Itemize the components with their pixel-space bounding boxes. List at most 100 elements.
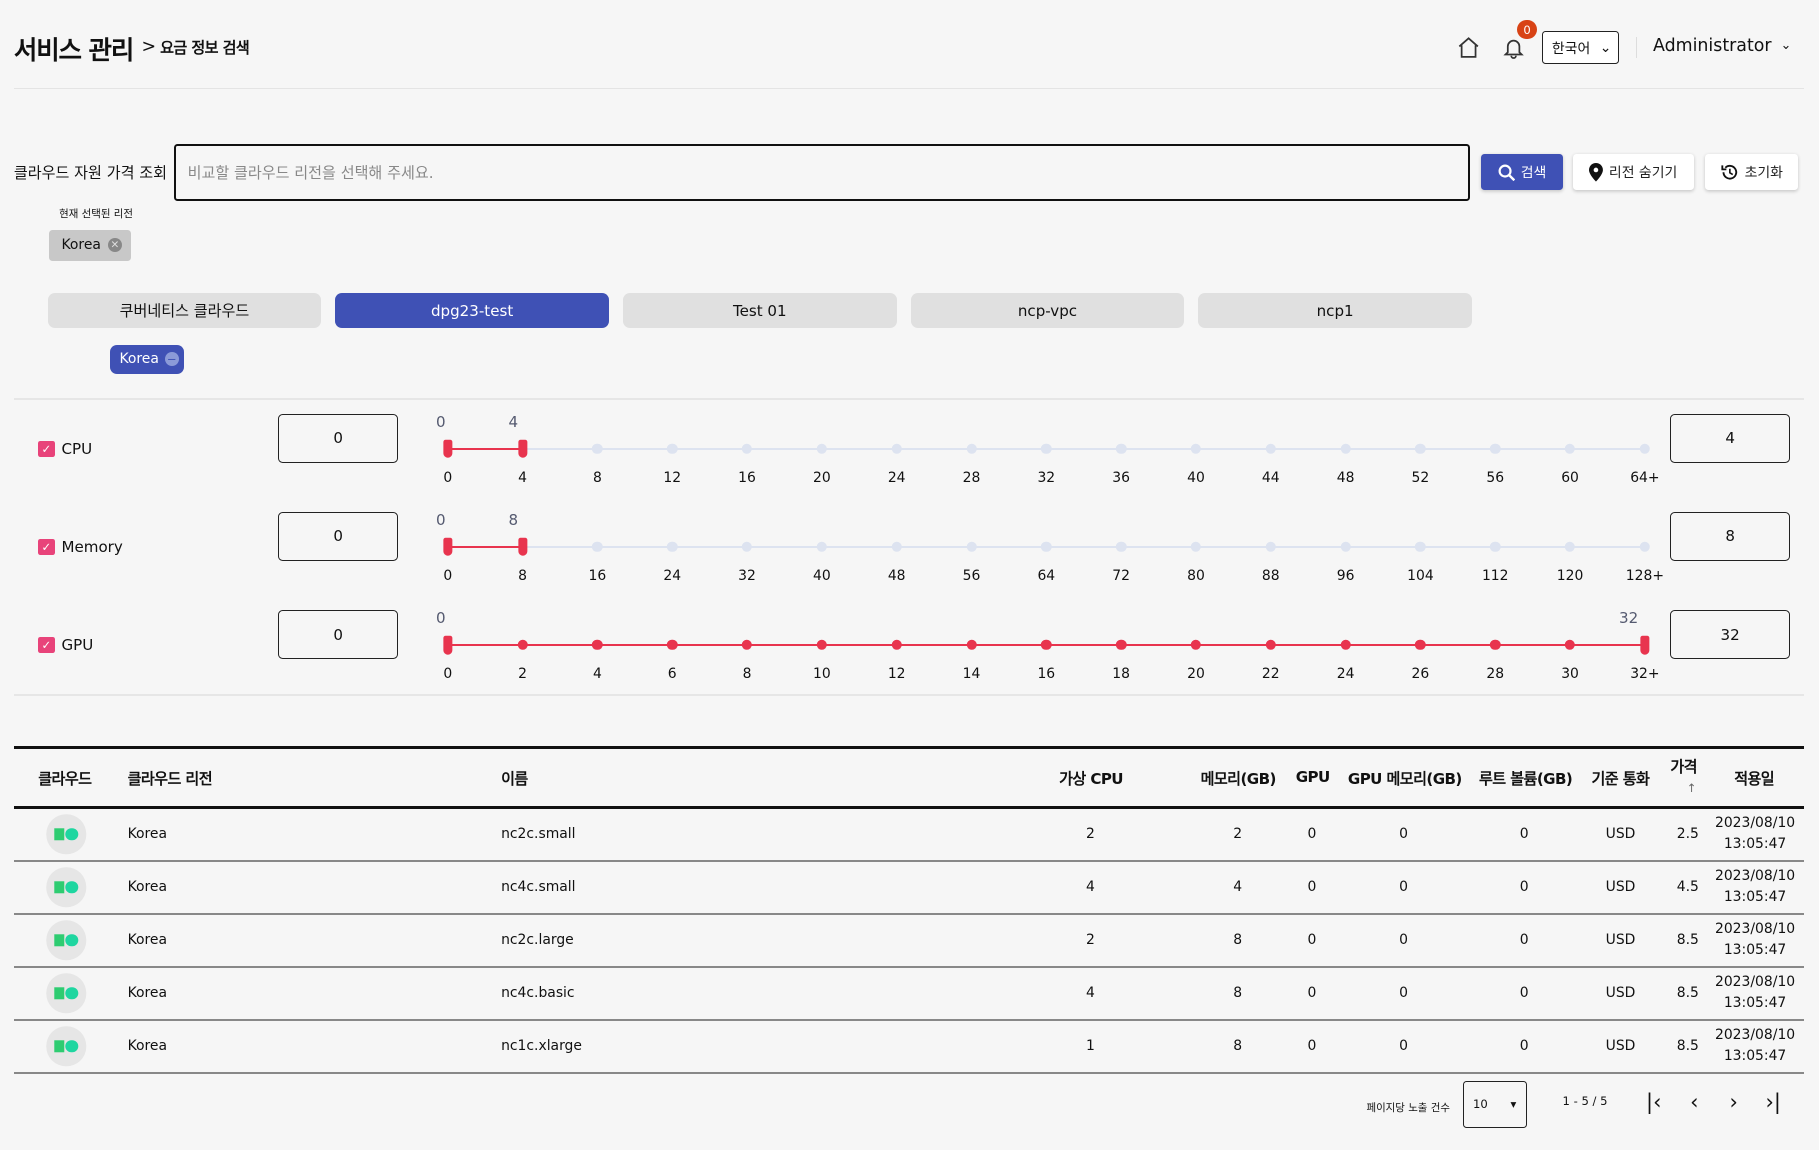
cell-currency: USD [1605, 826, 1636, 843]
cpu-checkbox[interactable]: ✓ [38, 440, 55, 458]
gpu-tick-label: 18 [1112, 665, 1130, 682]
logo-square [53, 827, 65, 841]
cpu-min-handle[interactable] [443, 439, 453, 459]
col-applied-date[interactable]: 적용일 [1734, 769, 1775, 788]
gpu-checkbox[interactable]: ✓ [38, 636, 55, 654]
table-row[interactable]: Korea nc4c.small 4 4 0 0 0 USD 4.5 2023/08/10 13:0… [13, 862, 1804, 915]
region-chip-label: Korea [119, 351, 159, 368]
reset-label: 초기화 [1744, 165, 1783, 182]
tab-ncp1[interactable]: ncp1 [1198, 293, 1473, 329]
language-select[interactable]: 한국어 ⌄ [1541, 31, 1620, 64]
tab-dpg23-test[interactable]: dpg23-test [335, 293, 609, 329]
memory-checkbox[interactable]: ✓ [38, 538, 55, 556]
cpu-tick-label: 0 [443, 469, 453, 486]
cpu-slider-step [1041, 443, 1052, 455]
divider [13, 397, 1804, 401]
tab-test-01[interactable]: Test 01 [622, 293, 897, 329]
prev-page-icon[interactable]: ‹ [1690, 1090, 1699, 1115]
memory-slider-step [1340, 541, 1351, 553]
memory-max-input[interactable]: 8 [1670, 512, 1790, 561]
gpu-min-input[interactable]: 0 [278, 610, 398, 659]
close-icon[interactable]: ✕ [107, 238, 122, 253]
search-label: 클라우드 자원 가격 조회 [13, 164, 168, 183]
cell-memory: 8 [1233, 1038, 1243, 1055]
cell-price: 2.5 [1676, 826, 1699, 843]
date: 2023/08/10 [1714, 974, 1796, 991]
cpu-slider-step [1490, 443, 1501, 455]
gpu-max-handle[interactable] [1640, 635, 1650, 655]
col-vcpu[interactable]: 가상 CPU [1059, 769, 1123, 788]
cpu-max-handle[interactable] [517, 439, 528, 459]
col-price[interactable]: 가격 [1670, 758, 1697, 777]
memory-slider-step [1041, 541, 1052, 553]
memory-slider-step [741, 541, 753, 553]
cell-gpu-memory: 0 [1399, 1038, 1409, 1055]
hide-regions-button[interactable]: 리전 숨기기 [1572, 154, 1694, 191]
memory-tick-label: 24 [663, 567, 682, 584]
gpu-min-handle[interactable] [443, 635, 453, 655]
cpu-slider-step [891, 443, 902, 455]
memory-min-handle[interactable] [443, 537, 453, 557]
memory-tick-label: 16 [588, 567, 607, 584]
cpu-tick-label: 16 [738, 469, 756, 486]
table-row[interactable]: Korea nc1c.xlarge 1 8 0 0 0 USD 8.5 2023/08/10 13:… [13, 1021, 1804, 1074]
search-icon [1498, 164, 1515, 181]
tab-ncp-vpc[interactable]: ncp-vpc [910, 293, 1185, 329]
sort-arrow-up-icon[interactable]: ↑ [1686, 780, 1697, 795]
divider [1635, 37, 1637, 58]
bell-icon[interactable] [1499, 32, 1529, 62]
minus-icon[interactable]: − [164, 352, 179, 366]
user-menu[interactable]: Administrator [1653, 35, 1772, 56]
table-row[interactable]: Korea nc2c.small 2 2 0 0 0 USD 2.5 2023/08/10 13:0… [13, 809, 1804, 862]
home-icon[interactable] [1453, 32, 1483, 62]
cpu-min-value: 0 [436, 412, 446, 431]
memory-tick-label: 72 [1112, 567, 1130, 584]
col-gpu-memory[interactable]: GPU 메모리(GB) [1347, 769, 1462, 788]
cell-currency: USD [1605, 879, 1636, 896]
gpu-slider-step [1490, 639, 1501, 651]
gpu-tick-label: 22 [1261, 665, 1280, 682]
search-button[interactable]: 검색 [1481, 154, 1563, 191]
next-page-icon[interactable]: › [1729, 1090, 1738, 1115]
cell-gpu: 0 [1307, 985, 1317, 1002]
cell-currency: USD [1605, 932, 1636, 949]
memory-min-value: 0 [436, 510, 446, 529]
last-page-icon[interactable]: ›| [1765, 1090, 1781, 1115]
reset-button[interactable]: 초기화 [1705, 154, 1798, 191]
memory-slider-step [1115, 541, 1127, 553]
cell-applied-date: 2023/08/10 13:05:47 [1715, 813, 1795, 855]
cpu-slider-step [1639, 443, 1651, 455]
gpu-max-input[interactable]: 32 [1670, 610, 1790, 659]
region-search-input[interactable]: 비교할 클라우드 리전을 선택해 주세요. [174, 143, 1470, 201]
memory-max-handle[interactable] [517, 537, 528, 557]
table-row[interactable]: Korea nc2c.large 2 8 0 0 0 USD 8.5 2023/08/10 13:0… [13, 915, 1804, 968]
col-root-volume[interactable]: 루트 볼륨(GB) [1479, 769, 1573, 788]
cpu-min-input[interactable]: 0 [278, 414, 398, 463]
gpu-tick-label: 0 [443, 665, 453, 682]
cpu-max-input[interactable]: 4 [1670, 414, 1790, 463]
cell-region: Korea [127, 826, 168, 843]
gpu-min-value: 0 [436, 609, 446, 627]
cell-region: Korea [127, 932, 168, 949]
cell-price: 8.5 [1676, 932, 1699, 949]
cloud-logo-icon [46, 814, 86, 854]
rows-per-page-select[interactable]: 10 ▾ [1462, 1081, 1527, 1128]
cell-currency: USD [1605, 985, 1636, 1002]
tab-kubernetes-cloud[interactable]: 쿠버네티스 클라우드 [47, 293, 322, 329]
cpu-slider-step [1415, 443, 1426, 455]
cpu-slider-step [816, 443, 828, 455]
col-memory[interactable]: 메모리(GB) [1200, 769, 1277, 788]
memory-slider-step [667, 541, 678, 553]
chevron-down-icon[interactable]: ⌄ [1780, 38, 1792, 54]
tab-region-chip[interactable]: Korea − [110, 344, 185, 374]
cell-name: nc2c.large [501, 932, 574, 949]
col-gpu[interactable]: GPU [1295, 767, 1331, 786]
gpu-slider-step [667, 639, 678, 651]
col-currency[interactable]: 기준 통화 [1591, 769, 1650, 788]
first-page-icon[interactable]: |‹ [1646, 1090, 1662, 1115]
table-row[interactable]: Korea nc4c.basic 4 8 0 0 0 USD 8.5 2023/08/10 13:0… [13, 968, 1804, 1021]
memory-slider-step [1490, 541, 1501, 553]
memory-min-input[interactable]: 0 [278, 512, 398, 561]
cpu-tick-label: 52 [1411, 469, 1430, 486]
cell-memory: 8 [1233, 985, 1243, 1002]
